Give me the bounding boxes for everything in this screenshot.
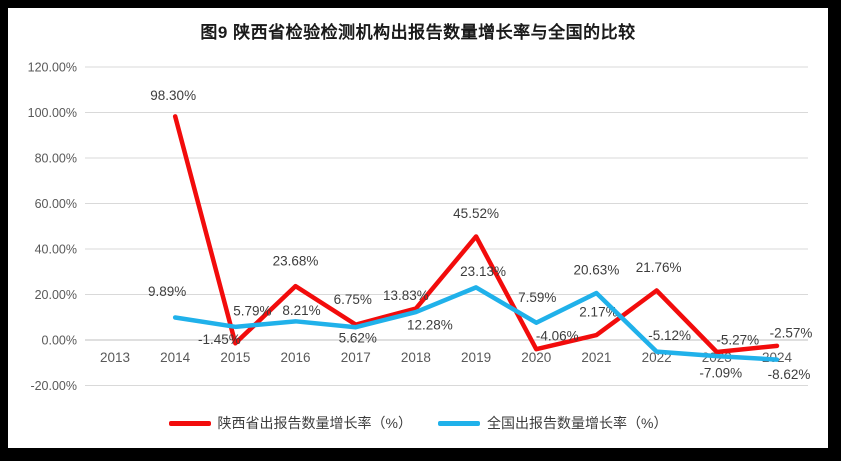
data-label: 5.62% <box>339 331 377 346</box>
data-label: 6.75% <box>334 292 372 307</box>
data-label: 23.13% <box>460 264 506 279</box>
data-label: 98.30% <box>150 88 196 103</box>
line-chart: 120.00% 100.00% 80.00% 60.00% 40.00% 20.00% 0.… <box>28 61 813 394</box>
data-label: 8.21% <box>282 303 320 318</box>
data-label: 13.83% <box>383 288 429 303</box>
data-label: -8.62% <box>768 367 811 382</box>
chart-canvas: 图9 陕西省检验检测机构出报告数量增长率与全国的比较 120.00% 100.00… <box>8 8 828 448</box>
national-line-swatch <box>438 420 480 426</box>
series-line-national <box>172 285 780 362</box>
data-label: 21.76% <box>636 260 682 275</box>
legend-item-national: 全国出报告数量增长率（%） <box>438 413 667 433</box>
data-label: 23.68% <box>273 254 319 269</box>
data-label: -5.27% <box>716 332 759 347</box>
y-tick-label: -20.00% <box>30 379 77 393</box>
x-tick-label: 2013 <box>100 350 130 365</box>
y-tick-label: 100.00% <box>28 106 77 120</box>
data-label: -4.06% <box>536 329 579 344</box>
x-tick-label: 2015 <box>220 350 250 365</box>
data-label: 12.28% <box>407 318 453 333</box>
legend-label-shaanxi: 陕西省出报告数量增长率（%） <box>217 415 412 431</box>
x-tick-label: 2019 <box>461 350 491 365</box>
legend-item-shaanxi: 陕西省出报告数量增长率（%） <box>168 413 412 433</box>
x-tick-label: 2018 <box>401 350 431 365</box>
shaanxi-line-swatch <box>168 420 211 426</box>
data-label: 7.59% <box>518 290 556 305</box>
data-label: -2.57% <box>770 325 813 340</box>
x-tick-label: 2020 <box>521 350 551 365</box>
y-tick-label: 80.00% <box>35 152 77 166</box>
data-label: 9.89% <box>148 284 186 299</box>
y-tick-label: 120.00% <box>28 61 77 75</box>
data-label: 20.63% <box>574 263 620 278</box>
chart-title: 图9 陕西省检验检测机构出报告数量增长率与全国的比较 <box>200 23 636 42</box>
data-label: 45.52% <box>453 206 499 221</box>
y-tick-label: 40.00% <box>35 243 77 257</box>
legend-label-national: 全国出报告数量增长率（%） <box>487 415 668 431</box>
data-label: -5.12% <box>648 328 691 343</box>
data-label: -1.45% <box>198 332 241 347</box>
x-tick-label: 2014 <box>160 350 191 365</box>
y-tick-label: 20.00% <box>35 288 77 302</box>
y-tick-label: 0.00% <box>42 334 77 348</box>
data-label: 5.79% <box>233 303 271 318</box>
x-tick-label: 2017 <box>341 350 371 365</box>
x-tick-label: 2016 <box>281 350 311 365</box>
y-tick-label: 60.00% <box>35 197 77 211</box>
data-label: 2.17% <box>579 305 617 320</box>
data-label: -7.09% <box>699 366 742 381</box>
legend: 陕西省出报告数量增长率（%） 全国出报告数量增长率（%） <box>8 413 828 433</box>
series-line-shaanxi <box>172 114 780 355</box>
x-tick-label: 2021 <box>581 350 611 365</box>
